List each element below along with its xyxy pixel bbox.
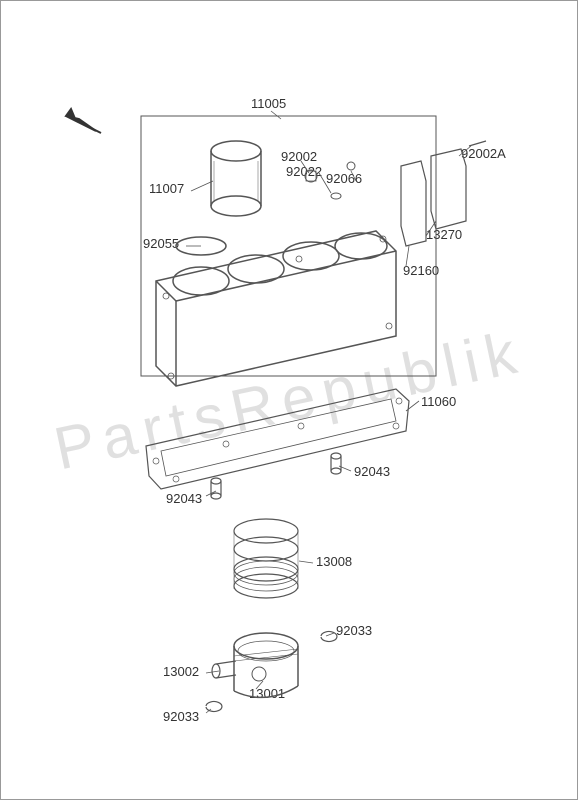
- gasket: [146, 389, 409, 489]
- arrow-icon: [66, 109, 101, 133]
- plate-part: [401, 141, 486, 246]
- circlips: [206, 632, 337, 712]
- leader-lines: [186, 111, 471, 713]
- piston-pin: [212, 661, 236, 678]
- ring-set: [234, 519, 298, 598]
- parts-diagram: [1, 1, 578, 801]
- cylinder-liner: [211, 141, 261, 216]
- piston: [234, 633, 298, 697]
- diagram-container: PartsRepublik: [0, 0, 578, 800]
- small-parts-top: [305, 162, 355, 199]
- dowel-pins: [211, 453, 341, 499]
